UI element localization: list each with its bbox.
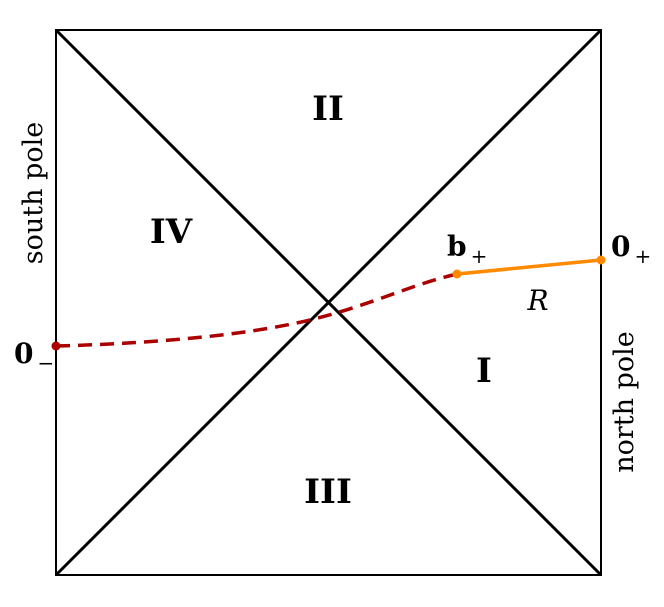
point-label-zero-plus-sub: + (634, 244, 651, 268)
north-pole-label: north pole (609, 331, 640, 473)
point-label-b-plus-sub: + (471, 244, 488, 268)
point-label-zero-minus: 0 − (14, 337, 54, 375)
region-label-III: III (304, 472, 352, 512)
point-zero-plus-marker (596, 255, 606, 265)
diagram-frame (55, 29, 602, 576)
point-label-zero-minus-sub: − (37, 351, 54, 375)
point-label-zero-plus: 0 + (611, 230, 651, 268)
point-b-plus-marker (452, 269, 462, 279)
point-label-b-plus: b + (447, 230, 487, 268)
point-zero-minus-marker (51, 341, 61, 351)
curve-R (456, 258, 602, 276)
region-label-II: II (312, 89, 344, 129)
point-label-zero-plus-base: 0 (611, 230, 630, 263)
dashed-curve (55, 272, 458, 348)
region-label-I: I (476, 351, 492, 391)
region-label-IV: IV (150, 212, 193, 252)
curve-label-R: R (526, 284, 548, 317)
horizon-diagonal-rising (54, 28, 603, 577)
south-pole-label: south pole (18, 122, 49, 264)
point-label-zero-minus-base: 0 (14, 337, 33, 370)
point-label-b-plus-base: b (447, 230, 467, 263)
